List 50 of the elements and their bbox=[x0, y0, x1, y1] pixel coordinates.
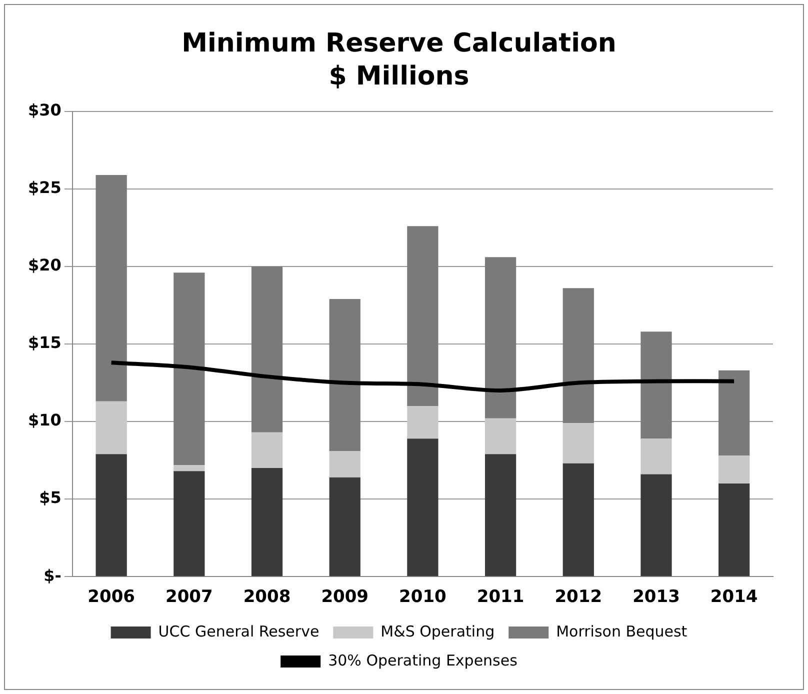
x-tick-label: 2014 bbox=[710, 587, 758, 608]
bar bbox=[407, 226, 438, 406]
chart-title: Minimum Reserve Calculation bbox=[182, 28, 616, 58]
bar bbox=[174, 464, 205, 472]
y-tick-label: $20 bbox=[28, 256, 62, 275]
bar bbox=[407, 438, 438, 576]
bar bbox=[96, 174, 127, 402]
bar bbox=[329, 299, 360, 451]
legend-label: M&S Operating bbox=[380, 622, 495, 640]
bar bbox=[96, 401, 127, 454]
y-tick-label: $- bbox=[44, 566, 62, 585]
x-tick-label: 2008 bbox=[243, 587, 291, 608]
x-tick-label: 2007 bbox=[166, 587, 213, 608]
bar bbox=[640, 438, 672, 474]
bar bbox=[640, 474, 672, 576]
x-tick-label: 2009 bbox=[321, 587, 369, 608]
line-series bbox=[109, 360, 736, 393]
y-tick-label: $30 bbox=[28, 100, 62, 120]
y-tick-label: $10 bbox=[28, 410, 62, 430]
y-tick-label: $5 bbox=[39, 488, 62, 508]
x-tick-label: 2013 bbox=[632, 587, 680, 608]
bar bbox=[484, 418, 516, 454]
legend-label: Morrison Bequest bbox=[556, 622, 688, 640]
bar bbox=[484, 454, 516, 576]
bar bbox=[329, 450, 360, 478]
bar bbox=[718, 370, 750, 456]
bar bbox=[718, 456, 750, 484]
x-tick-label: 2012 bbox=[554, 587, 602, 608]
bar bbox=[329, 477, 360, 576]
y-tick-label: $25 bbox=[28, 178, 62, 198]
chart-subtitle: $ Millions bbox=[328, 62, 470, 92]
bar bbox=[251, 468, 283, 576]
bar bbox=[96, 454, 127, 576]
bar bbox=[562, 288, 594, 424]
bar bbox=[562, 423, 594, 464]
x-tick-label: 2011 bbox=[476, 587, 524, 608]
bar bbox=[718, 484, 750, 576]
bar bbox=[174, 471, 205, 576]
bar bbox=[251, 432, 283, 468]
legend-label: UCC General Reserve bbox=[158, 622, 320, 640]
y-tick-label: $15 bbox=[28, 333, 62, 352]
bar bbox=[174, 272, 205, 465]
bar bbox=[251, 266, 283, 432]
legend-label: 30% Operating Expenses bbox=[328, 651, 518, 670]
bar bbox=[562, 463, 594, 576]
bar bbox=[640, 332, 672, 439]
bar bbox=[484, 257, 516, 418]
bar bbox=[407, 406, 438, 439]
x-tick-label: 2006 bbox=[88, 587, 135, 608]
x-tick-label: 2010 bbox=[399, 587, 447, 608]
